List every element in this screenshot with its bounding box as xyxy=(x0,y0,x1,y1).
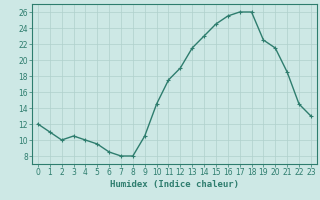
X-axis label: Humidex (Indice chaleur): Humidex (Indice chaleur) xyxy=(110,180,239,189)
